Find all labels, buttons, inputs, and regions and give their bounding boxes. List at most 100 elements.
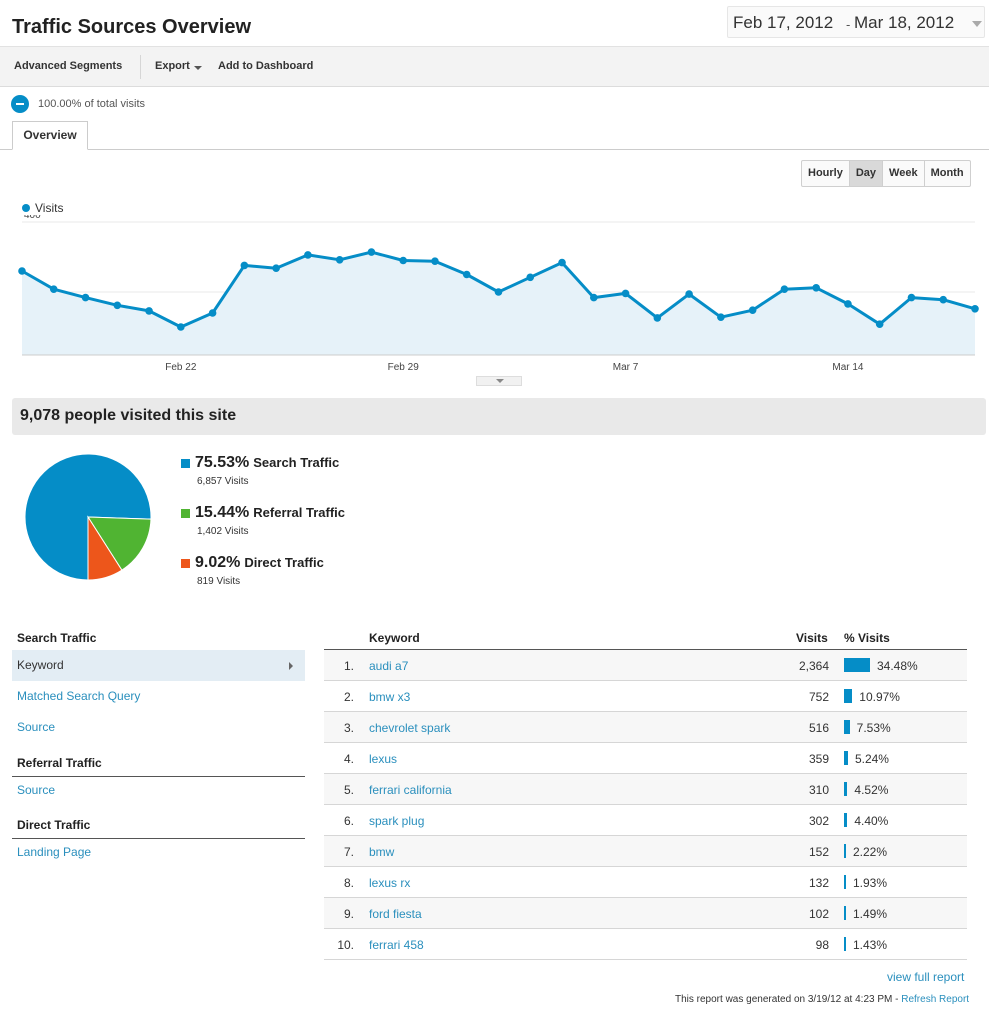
table-row: 8. lexus rx 132 1.93% <box>324 867 967 898</box>
row-pct: 1.43% <box>853 938 888 952</box>
data-point <box>335 256 344 264</box>
share-bar <box>844 751 848 765</box>
row-pct: 2.22% <box>853 845 888 859</box>
row-pct: 34.48% <box>877 659 918 673</box>
data-point <box>685 290 693 298</box>
keyword-link[interactable]: bmw x3 <box>369 690 411 704</box>
keyword-link[interactable]: audi a7 <box>369 659 409 673</box>
tab-overview[interactable]: Overview <box>12 121 88 150</box>
date-start: Feb 17, 2012 <box>733 13 834 32</box>
data-point <box>590 293 598 302</box>
row-pct: 1.49% <box>853 907 888 921</box>
nav-item-landing-page[interactable]: Landing Page <box>17 845 92 859</box>
keyword-link[interactable]: lexus rx <box>369 876 411 890</box>
row-pct: 4.40% <box>854 814 889 828</box>
row-index: 6. <box>343 814 354 828</box>
row-visits: 2,364 <box>798 659 829 673</box>
table-row: 9. ford fiesta 102 1.49% <box>324 898 967 929</box>
table-row: 4. lexus 359 5.24% <box>324 743 967 774</box>
generated-text: This report was generated on 3/19/12 at … <box>675 994 902 1005</box>
row-index: 3. <box>343 721 354 735</box>
chevron-down-icon[interactable] <box>972 21 982 27</box>
direct-pct: 9.02% <box>195 554 241 571</box>
share-bar <box>844 937 846 951</box>
swatch-icon <box>181 509 190 518</box>
row-pct: 10.97% <box>859 690 900 704</box>
row-index: 4. <box>343 752 354 766</box>
swatch-icon <box>181 459 190 468</box>
data-point <box>272 264 280 272</box>
keyword-link[interactable]: bmw <box>369 845 395 859</box>
nav-heading-referral: Referral Traffic <box>12 756 305 777</box>
keyword-link[interactable]: chevrolet spark <box>369 721 451 735</box>
advanced-segments-button[interactable]: Advanced Segments <box>14 60 123 72</box>
referral-name: Referral Traffic <box>253 505 346 520</box>
day-button[interactable]: Day <box>849 161 884 186</box>
data-point <box>18 267 26 275</box>
row-index: 10. <box>337 938 354 952</box>
column-visits: Visits <box>796 631 828 645</box>
row-visits: 516 <box>808 721 829 735</box>
toolbar-divider <box>140 55 141 79</box>
nav-heading-search: Search Traffic <box>12 631 305 652</box>
date-range-picker[interactable]: Feb 17, 2012 - Mar 18, 2012 <box>727 6 985 38</box>
nav-item-search-source[interactable]: Source <box>17 720 56 734</box>
table-row: 3. chevrolet spark 516 7.53% <box>324 712 967 743</box>
table-row: 1. audi a7 2,364 34.48% <box>324 650 967 681</box>
toolbar: Advanced Segments Export Add to Dashboar… <box>0 46 989 87</box>
segment-minus-icon[interactable] <box>11 95 29 113</box>
nav-item-matched-search-query[interactable]: Matched Search Query <box>17 689 141 703</box>
data-point <box>907 293 916 302</box>
row-pct: 7.53% <box>856 721 891 735</box>
row-visits: 98 <box>815 938 829 952</box>
add-to-dashboard-button[interactable]: Add to Dashboard <box>218 60 314 72</box>
page-title: Traffic Sources Overview <box>12 16 252 38</box>
tab-divider <box>0 149 989 150</box>
caret-down-icon[interactable] <box>194 66 202 70</box>
data-point <box>812 284 820 292</box>
hourly-button[interactable]: Hourly <box>802 161 850 186</box>
nav-heading-direct: Direct Traffic <box>12 818 305 839</box>
keyword-link[interactable]: spark plug <box>369 814 425 828</box>
row-visits: 132 <box>808 876 829 890</box>
data-point <box>526 273 535 282</box>
row-visits: 102 <box>808 907 829 921</box>
search-pct: 75.53% <box>195 454 250 471</box>
x-tick-label: Feb 22 <box>165 362 197 373</box>
date-end: Mar 18, 2012 <box>854 13 955 32</box>
refresh-report-link[interactable]: Refresh Report <box>901 994 970 1005</box>
data-point <box>208 309 217 317</box>
row-index: 5. <box>343 783 354 797</box>
x-tick-label: Mar 14 <box>832 362 864 373</box>
referral-visits: 1,402 Visits <box>197 526 249 537</box>
chart-expand-handle[interactable] <box>476 376 522 386</box>
data-point <box>653 314 662 322</box>
data-point <box>49 285 58 293</box>
data-point <box>558 258 566 267</box>
share-bar <box>844 844 846 858</box>
table-header-divider <box>324 649 967 650</box>
month-button[interactable]: Month <box>930 167 964 179</box>
row-index: 2. <box>343 690 354 704</box>
share-bar <box>844 720 850 734</box>
row-visits: 310 <box>808 783 829 797</box>
keyword-link[interactable]: ferrari california <box>369 783 452 797</box>
keyword-link[interactable]: ford fiesta <box>369 907 422 921</box>
keyword-link[interactable]: ferrari 458 <box>369 938 424 952</box>
week-button[interactable]: Week <box>883 161 925 186</box>
data-point <box>145 307 153 315</box>
row-pct: 1.93% <box>853 876 888 890</box>
view-full-report-link[interactable]: view full report <box>887 970 965 984</box>
traffic-pie-chart <box>24 453 152 581</box>
data-point <box>367 248 376 256</box>
referral-pct: 15.44% <box>195 504 250 521</box>
keyword-link[interactable]: lexus <box>369 752 398 766</box>
export-button[interactable]: Export <box>155 60 190 72</box>
pie-slice-referral-traffic <box>87 516 152 571</box>
share-bar <box>844 875 846 889</box>
direct-name: Direct Traffic <box>244 555 324 570</box>
nav-item-keyword[interactable]: Keyword <box>12 650 305 681</box>
nav-item-referral-source[interactable]: Source <box>17 783 56 797</box>
x-tick-label: Feb 29 <box>388 362 420 373</box>
